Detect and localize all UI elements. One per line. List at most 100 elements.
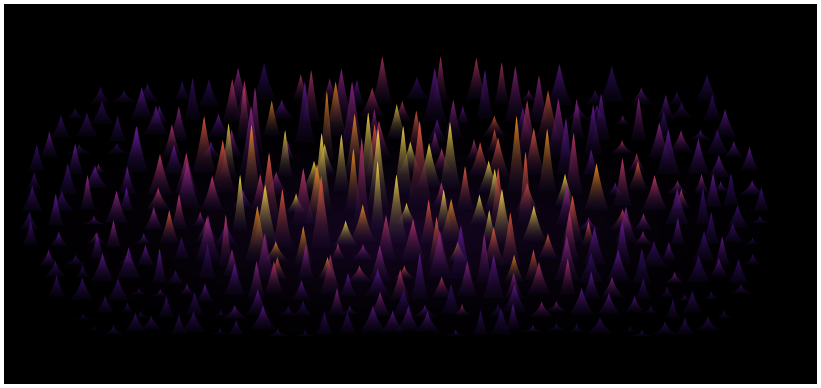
surface-peak — [250, 305, 276, 330]
surface-peak — [210, 309, 232, 317]
surface-peak — [482, 115, 507, 137]
surface-peak — [185, 292, 205, 316]
surface-peak — [368, 244, 391, 281]
surface-plot-canvas — [4, 4, 817, 384]
surface-peak — [427, 131, 443, 156]
surface-peak — [438, 198, 464, 242]
surface-peak — [330, 242, 346, 260]
surface-peak — [174, 161, 201, 208]
surface-peak — [661, 242, 677, 261]
surface-peak — [628, 87, 654, 105]
surface-peak — [633, 230, 653, 245]
surface-peak — [132, 310, 150, 318]
surface-peak — [389, 269, 411, 301]
surface-peak — [82, 326, 107, 331]
surface-peak — [559, 258, 577, 295]
surface-peak — [705, 128, 729, 154]
surface-peak — [554, 235, 580, 281]
surface-peak — [744, 253, 762, 264]
surface-peak — [641, 175, 668, 211]
surface-peak — [66, 143, 84, 175]
surface-peak — [427, 229, 453, 278]
surface-peak — [107, 277, 129, 301]
surface-peak — [65, 108, 86, 119]
surface-peak — [359, 87, 385, 118]
surface-peak — [656, 94, 676, 120]
surface-peak — [422, 67, 447, 122]
surface-peak — [444, 99, 463, 138]
surface-peak — [353, 138, 370, 224]
surface-peak — [247, 260, 266, 299]
surface-peak — [170, 194, 188, 230]
surface-peak — [339, 81, 365, 153]
surface-peak — [293, 225, 313, 264]
surface-peak — [682, 290, 703, 313]
surface-peak — [365, 268, 391, 296]
surface-peak — [38, 249, 59, 266]
surface-peak — [123, 125, 149, 172]
surface-peak — [21, 185, 43, 211]
surface-peak — [295, 81, 315, 143]
surface-peak — [263, 260, 284, 294]
surface-peak — [19, 211, 40, 230]
surface-peak — [105, 142, 128, 154]
surface-peak — [723, 172, 739, 206]
surface-peak — [432, 182, 451, 208]
surface-peak — [476, 69, 494, 119]
surface-peak — [500, 212, 521, 266]
surface-peak — [598, 65, 625, 102]
surface-peak — [527, 261, 551, 294]
surface-peak — [104, 190, 129, 223]
surface-peak — [641, 305, 661, 313]
surface-peak — [419, 199, 438, 245]
surface-peak — [72, 313, 95, 320]
surface-peak — [291, 279, 312, 300]
surface-peak — [90, 232, 105, 259]
surface-peak — [351, 243, 375, 261]
surface-peak — [116, 246, 141, 279]
surface-peak — [294, 300, 312, 316]
surface-peak — [441, 283, 461, 314]
surface-peak — [412, 304, 438, 317]
surface-peak — [173, 236, 190, 259]
surface-peak — [709, 257, 729, 277]
surface-peak — [90, 100, 114, 124]
surface-peak — [130, 86, 154, 120]
surface-peak — [726, 204, 750, 228]
surface-peak — [319, 254, 342, 294]
surface-peak — [222, 304, 247, 319]
surface-peak — [655, 129, 681, 175]
surface-peak — [546, 64, 573, 106]
surface-peak — [587, 316, 613, 334]
surface-peak — [393, 125, 414, 195]
surface-peak — [686, 138, 710, 174]
surface-peak — [111, 89, 137, 103]
surface-peak — [743, 237, 762, 245]
surface-peak — [675, 317, 695, 335]
surface-peak — [346, 265, 373, 282]
surface-peak — [370, 161, 385, 230]
surface-peak — [494, 62, 510, 104]
surface-peak — [546, 323, 567, 331]
surface-peak — [119, 186, 134, 211]
surface-peak — [66, 144, 93, 154]
surface-peak — [670, 217, 685, 244]
surface-peak — [485, 137, 511, 178]
surface-peak — [703, 94, 722, 120]
surface-peak — [431, 276, 453, 298]
surface-peak — [184, 77, 202, 121]
surface-peak — [665, 188, 690, 225]
surface-peak — [232, 174, 248, 231]
surface-peak — [146, 187, 171, 210]
surface-peak — [582, 271, 601, 299]
surface-peak — [502, 283, 527, 312]
surface-peak — [665, 298, 680, 319]
surface-peak — [633, 212, 653, 230]
surface-peak — [136, 244, 155, 266]
surface-peak — [583, 163, 610, 211]
surface-peak — [739, 180, 766, 195]
surface-peak — [469, 194, 490, 225]
surface-peak — [722, 222, 744, 243]
surface-peak — [427, 118, 447, 142]
surface-peak — [693, 173, 710, 194]
